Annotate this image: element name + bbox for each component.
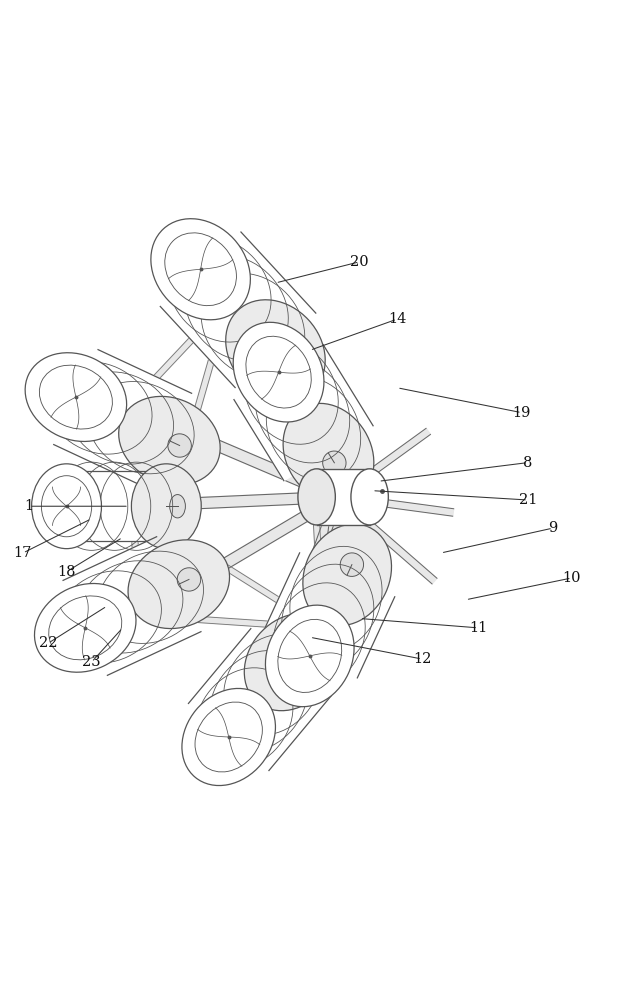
Text: 8: 8 <box>523 456 533 470</box>
Ellipse shape <box>298 469 336 525</box>
Polygon shape <box>337 493 454 516</box>
Polygon shape <box>262 553 395 678</box>
Ellipse shape <box>35 583 136 672</box>
Ellipse shape <box>168 434 191 457</box>
Polygon shape <box>261 495 343 698</box>
Polygon shape <box>317 496 343 629</box>
Polygon shape <box>188 629 331 771</box>
Ellipse shape <box>245 614 338 711</box>
Polygon shape <box>226 298 312 402</box>
Text: 20: 20 <box>350 255 369 269</box>
Text: 1: 1 <box>25 499 33 513</box>
Polygon shape <box>63 537 201 675</box>
Text: 14: 14 <box>388 312 406 326</box>
Text: 11: 11 <box>469 621 487 635</box>
Text: 17: 17 <box>14 546 32 560</box>
Text: 9: 9 <box>549 521 557 535</box>
Ellipse shape <box>119 396 220 485</box>
Ellipse shape <box>283 403 374 503</box>
Ellipse shape <box>226 300 325 401</box>
Polygon shape <box>305 396 343 498</box>
Polygon shape <box>66 471 166 541</box>
Ellipse shape <box>182 688 276 786</box>
Polygon shape <box>221 298 343 500</box>
Polygon shape <box>307 400 325 628</box>
Polygon shape <box>226 298 312 402</box>
Text: 18: 18 <box>58 565 76 579</box>
Ellipse shape <box>169 495 185 518</box>
Ellipse shape <box>270 346 295 371</box>
Polygon shape <box>127 504 324 630</box>
Ellipse shape <box>351 469 388 525</box>
Polygon shape <box>161 232 316 388</box>
Ellipse shape <box>131 464 201 549</box>
Polygon shape <box>124 401 340 502</box>
Ellipse shape <box>128 540 229 629</box>
Polygon shape <box>317 469 370 525</box>
Polygon shape <box>336 428 430 500</box>
Ellipse shape <box>340 553 363 576</box>
Text: 12: 12 <box>413 652 431 666</box>
Text: 10: 10 <box>562 571 581 585</box>
Polygon shape <box>234 345 373 481</box>
Polygon shape <box>135 300 232 616</box>
Ellipse shape <box>177 568 201 591</box>
Text: 23: 23 <box>82 655 100 669</box>
Polygon shape <box>54 350 191 488</box>
Ellipse shape <box>151 219 250 320</box>
Polygon shape <box>135 492 341 620</box>
Polygon shape <box>138 612 322 631</box>
Polygon shape <box>126 406 142 616</box>
Ellipse shape <box>265 605 354 707</box>
Polygon shape <box>126 298 231 409</box>
Ellipse shape <box>323 451 346 475</box>
Ellipse shape <box>303 524 391 626</box>
Polygon shape <box>126 406 142 507</box>
Ellipse shape <box>25 353 126 441</box>
Text: 22: 22 <box>39 636 57 650</box>
Text: 21: 21 <box>519 493 537 507</box>
Ellipse shape <box>32 464 102 549</box>
Text: 19: 19 <box>513 406 531 420</box>
Ellipse shape <box>233 322 324 422</box>
Polygon shape <box>129 491 338 512</box>
Polygon shape <box>336 494 437 584</box>
Ellipse shape <box>286 642 310 665</box>
